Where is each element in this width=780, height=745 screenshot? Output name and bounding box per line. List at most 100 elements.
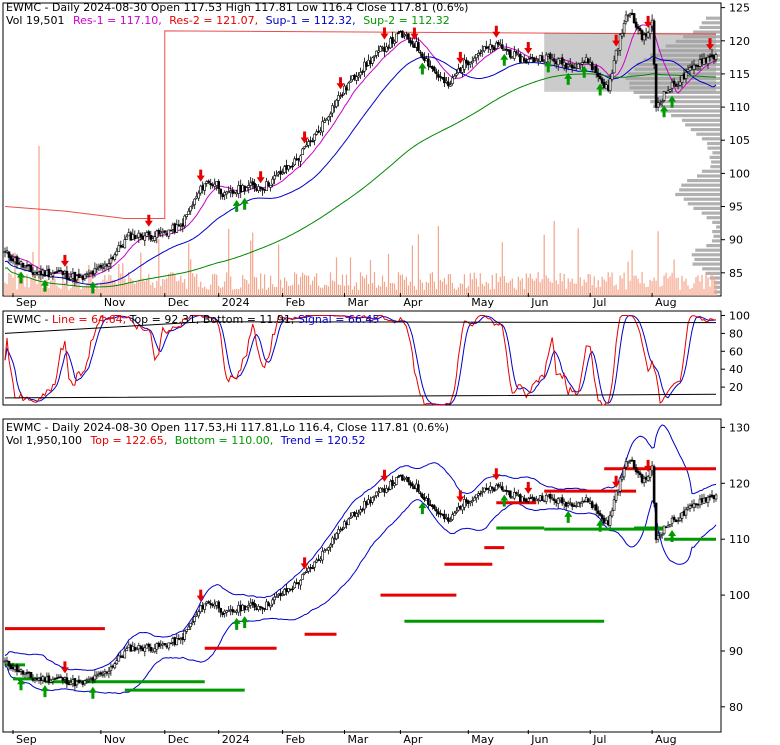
volume-bar — [337, 284, 340, 296]
volume-bar — [144, 281, 146, 296]
candle-body — [165, 233, 169, 236]
volume-bar — [459, 283, 461, 296]
candle-body — [449, 520, 452, 522]
y-tick-label: 85 — [729, 267, 743, 280]
volume-bar — [274, 286, 276, 296]
candle-body — [239, 604, 242, 612]
candle-body — [121, 656, 125, 658]
profile-bar — [697, 174, 720, 178]
candle-body — [642, 477, 646, 483]
candle-body — [219, 607, 222, 613]
candle-body — [205, 181, 208, 184]
candle-body — [129, 232, 133, 241]
bottom-line — [4, 393, 717, 399]
volume-bar — [188, 243, 190, 296]
volume-bar — [172, 272, 174, 296]
volume-bar — [148, 274, 150, 296]
profile-bar — [687, 179, 720, 183]
volume-bar — [284, 277, 286, 296]
candle-body — [171, 224, 175, 230]
candle-body — [676, 84, 680, 87]
candle-body — [59, 269, 63, 272]
x-tick-label: Apr — [403, 733, 423, 745]
volume-bar — [10, 274, 12, 296]
volume-bar — [16, 289, 18, 296]
candle-body — [612, 60, 616, 74]
x-tick-label: Apr — [403, 296, 423, 309]
profile-bar — [701, 137, 720, 141]
volume-bar — [481, 283, 483, 296]
candle-body — [433, 505, 436, 509]
volume-bar — [499, 276, 501, 296]
volume-bar — [709, 286, 711, 296]
candle-body — [9, 664, 13, 669]
volume-bar — [669, 276, 671, 296]
candle-body — [137, 232, 141, 238]
candle-body — [660, 534, 664, 536]
candle-body — [59, 676, 63, 679]
profile-bar — [706, 244, 720, 248]
volume-bar — [577, 228, 579, 296]
sell-arrow — [300, 557, 309, 570]
volume-bar — [270, 275, 272, 296]
volume-bar — [182, 282, 184, 296]
candle-body — [662, 525, 666, 534]
volume-bar — [365, 274, 368, 296]
candle-body — [327, 116, 330, 121]
volume-bar — [329, 272, 332, 296]
candle-body — [169, 229, 173, 232]
volume-bar — [427, 282, 429, 296]
volume-bar — [216, 274, 218, 296]
volume-bar — [262, 288, 264, 296]
volume-bar — [186, 289, 188, 296]
profile-bar — [696, 132, 720, 136]
candle-body — [85, 273, 89, 275]
volume-bar — [174, 274, 176, 296]
volume-bar — [589, 274, 591, 296]
volume-bar — [170, 272, 172, 296]
sell-arrow — [144, 214, 153, 227]
candle-body — [598, 76, 602, 80]
profile-bar — [707, 146, 720, 150]
volume-bar — [130, 278, 132, 296]
candle-body — [163, 230, 167, 233]
candle-body — [514, 51, 518, 54]
volume-bar — [463, 274, 465, 296]
y-tick-label: 100 — [729, 589, 750, 602]
volume-bar — [64, 282, 66, 296]
volume-bar — [150, 285, 152, 296]
volume-bar — [515, 289, 517, 296]
candle-body — [213, 603, 216, 607]
candle-body — [217, 601, 220, 609]
volume-bar — [306, 275, 308, 296]
volume-bar — [443, 278, 445, 296]
volume-bar — [310, 284, 312, 296]
volume-bar — [703, 288, 705, 296]
volume-bar — [230, 276, 232, 296]
y-tick-label: 120 — [729, 35, 750, 48]
y-tick-label: 95 — [729, 201, 743, 214]
volume-bar — [341, 274, 344, 296]
candle-body — [231, 609, 234, 613]
volume-bar — [78, 273, 80, 296]
candle-body — [323, 550, 326, 553]
volume-bar — [347, 285, 350, 296]
candle-body — [269, 185, 272, 188]
volume-bar — [74, 277, 76, 296]
volume-bar — [693, 283, 695, 296]
buy-arrow — [564, 72, 573, 85]
candle-body — [421, 53, 424, 59]
volume-bar — [517, 276, 519, 296]
candle-body — [331, 105, 334, 114]
candle-body — [293, 582, 296, 588]
candle-body — [109, 258, 113, 264]
volume-bar — [535, 278, 537, 296]
volume-bar — [154, 287, 156, 296]
volume-bar — [204, 286, 206, 296]
candle-body — [79, 681, 83, 684]
candle-body — [55, 271, 59, 273]
volume-bar — [541, 279, 543, 296]
candle-body — [125, 648, 129, 652]
top-line — [4, 321, 717, 334]
candle-body — [447, 517, 450, 522]
